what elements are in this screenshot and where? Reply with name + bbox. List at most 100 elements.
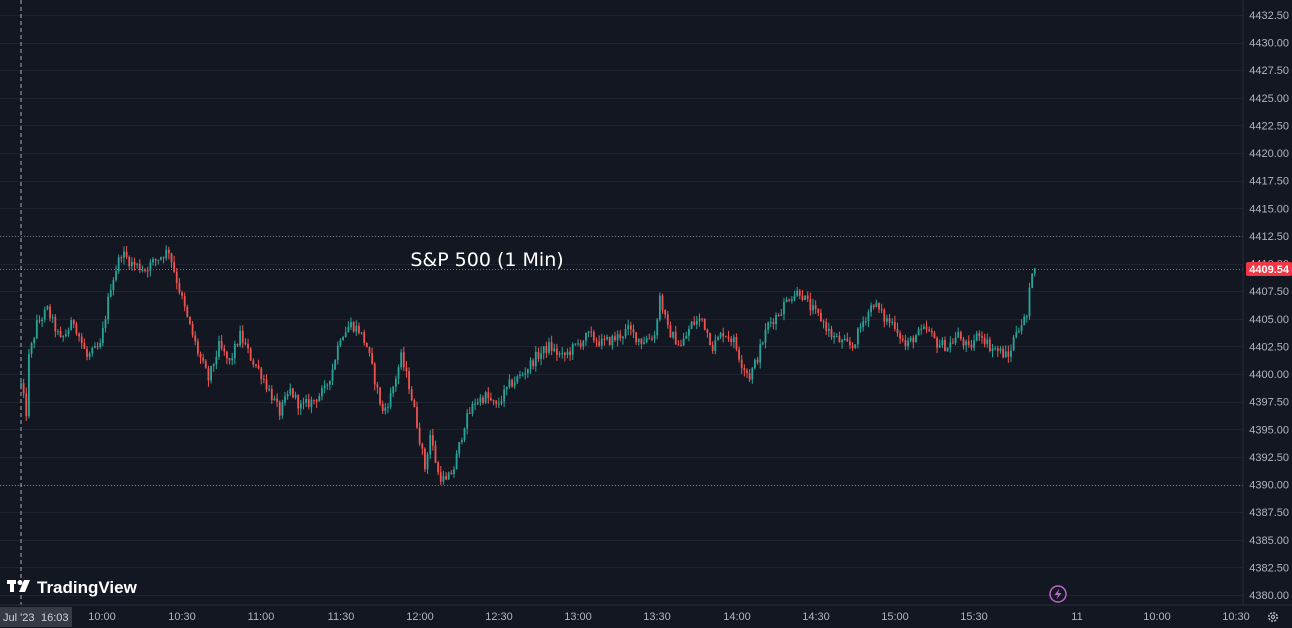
candle-body: [257, 365, 260, 369]
candle-body: [529, 360, 532, 370]
candle-body: [915, 335, 917, 343]
candle-body: [463, 428, 466, 441]
price-tick-label: 4420.00: [1249, 148, 1289, 160]
candle-body: [289, 388, 292, 395]
candle-body: [608, 337, 611, 346]
candle-body: [582, 341, 585, 347]
candle-body: [516, 376, 519, 383]
candle-body: [466, 412, 469, 429]
candle-body: [88, 353, 91, 357]
candle-body: [959, 332, 962, 340]
candle-body: [310, 399, 313, 408]
candle-body: [817, 308, 820, 313]
candle-body: [130, 261, 133, 267]
candle-body: [292, 388, 294, 398]
candle-body: [967, 341, 970, 345]
candle-body: [521, 374, 524, 376]
candle-body: [487, 392, 490, 399]
candle-body: [210, 365, 212, 381]
candle-body: [822, 321, 825, 323]
candle-body: [115, 271, 117, 281]
tradingview-watermark[interactable]: TradingView: [7, 578, 138, 597]
lightning-icon[interactable]: [1049, 585, 1067, 603]
candle-body: [996, 348, 999, 351]
candle-body: [25, 393, 28, 417]
candle-body: [170, 253, 173, 263]
candle-body: [120, 257, 123, 259]
candle-body: [680, 345, 682, 347]
candle-body: [785, 299, 788, 303]
candle-body: [777, 315, 780, 317]
candle-body: [519, 374, 521, 377]
candle-body: [988, 339, 991, 351]
candle-body: [30, 343, 33, 354]
candle-body: [99, 343, 102, 348]
candle-body: [20, 383, 22, 386]
candle-body: [315, 399, 318, 402]
candle-body: [223, 348, 226, 352]
candle-body: [384, 407, 387, 412]
candle-body: [352, 322, 355, 332]
candle-body: [1028, 287, 1031, 317]
candle-body: [893, 321, 896, 329]
candle-body: [975, 333, 978, 341]
candle-body: [764, 329, 767, 343]
crosshair-date-text: Jul '23: [3, 612, 34, 624]
candle-body: [944, 340, 946, 352]
candle-body: [611, 336, 614, 346]
candle-body: [503, 389, 506, 402]
candle-body: [54, 317, 57, 332]
candle-body: [194, 335, 197, 342]
candle-body: [574, 343, 577, 345]
price-tick-label: 4397.50: [1249, 397, 1289, 409]
candle-body: [585, 332, 587, 342]
candle-body: [946, 347, 949, 352]
candle-body: [326, 384, 329, 386]
candle-body: [917, 329, 920, 336]
candle-body: [872, 305, 875, 308]
candle-body: [439, 472, 442, 482]
price-tick-label: 4407.50: [1249, 286, 1289, 298]
candle-body: [28, 353, 30, 417]
candle-body: [215, 356, 218, 365]
candle-body: [239, 330, 242, 346]
candle-body: [965, 341, 968, 346]
candle-body: [394, 378, 397, 387]
candle-body: [783, 302, 785, 315]
candle-body: [899, 333, 902, 339]
candle-body: [236, 344, 239, 346]
candle-body: [981, 336, 983, 338]
candle-body: [38, 320, 41, 322]
reference-lines: [0, 236, 1243, 486]
candle-body: [703, 318, 706, 330]
candle-body: [455, 453, 458, 470]
candle-body: [133, 261, 136, 265]
candle-body: [400, 352, 403, 368]
candle-body: [994, 348, 997, 350]
time-tick-label: 11:00: [248, 611, 275, 623]
candle-body: [619, 334, 622, 339]
time-axis[interactable]: 10:00 10:30 11:00 11:30 12:00 12:30 13:00 13:30…: [88, 611, 1250, 623]
candle-body: [49, 306, 51, 319]
candle-body: [856, 328, 859, 345]
candle-body: [590, 331, 593, 333]
candle-body: [526, 369, 529, 374]
candle-body: [846, 338, 849, 342]
candle-body: [286, 394, 289, 397]
time-tick-label: 10:30: [1222, 611, 1250, 623]
candle-body: [558, 353, 561, 355]
candle-body: [922, 326, 925, 329]
candle-body: [373, 363, 376, 385]
price-tick-label: 4412.50: [1249, 231, 1289, 243]
chart-title: S&P 500 (1 Min): [410, 249, 563, 271]
candle-body: [936, 337, 938, 348]
candle-body: [1033, 268, 1036, 274]
candle-body: [276, 398, 278, 402]
gear-icon[interactable]: [1268, 611, 1279, 622]
candle-body: [674, 331, 677, 345]
candle-body: [962, 339, 965, 346]
candle-body: [719, 332, 722, 338]
candle-body: [484, 392, 487, 403]
candle-series[interactable]: [20, 245, 1036, 485]
candle-body: [416, 407, 418, 428]
